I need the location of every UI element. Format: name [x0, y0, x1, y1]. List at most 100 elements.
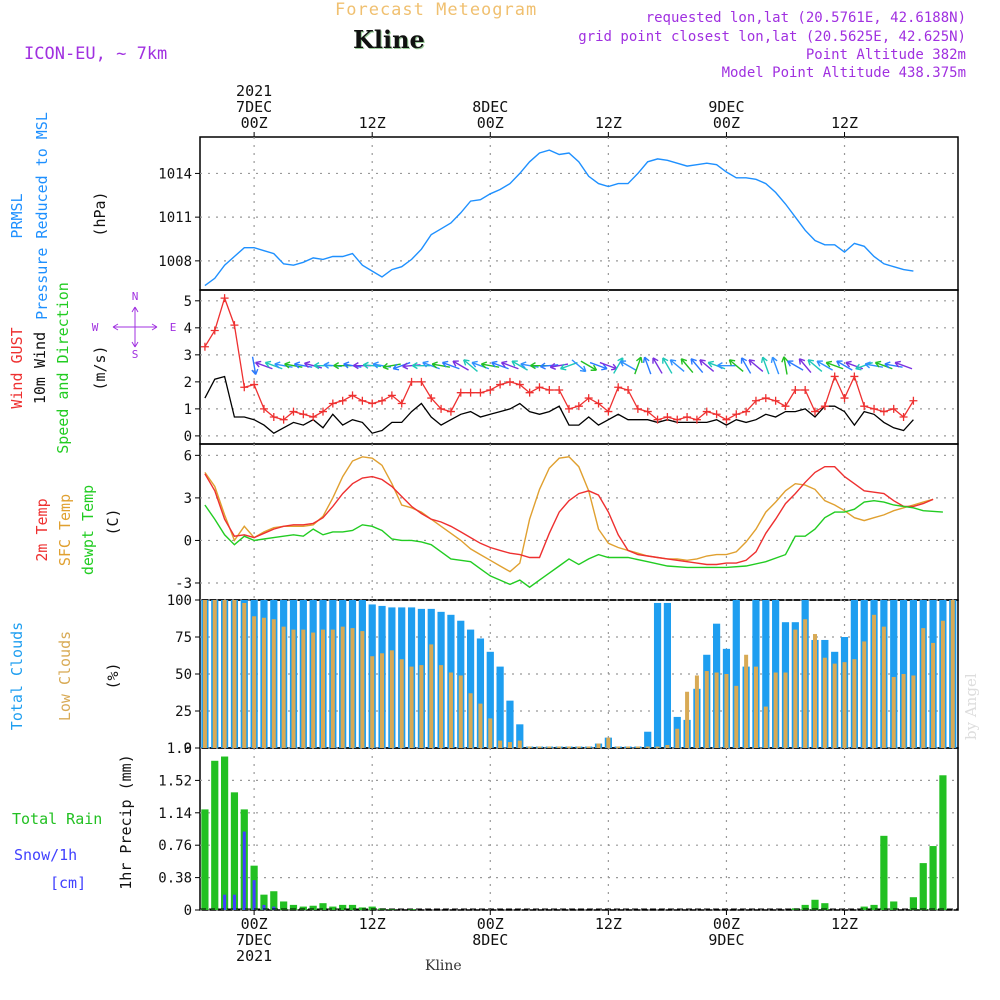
model-label: ICON-EU, ~ 7km	[24, 44, 168, 64]
low-cloud-bar	[734, 685, 739, 748]
gust-point	[279, 415, 288, 424]
snow-bar	[252, 880, 256, 910]
wind-arrow-shaft	[432, 363, 451, 368]
info-model-altitude: Model Point Altitude 438.375m	[721, 65, 966, 81]
gust-point	[624, 385, 633, 394]
wind-arrow-head	[740, 357, 748, 364]
wind-arrow-head	[549, 362, 556, 370]
gust-point	[269, 412, 278, 421]
low-cloud-bar	[576, 746, 581, 748]
bottom-time-label: 00Z	[713, 915, 740, 933]
wind-direction-arrow	[412, 362, 431, 370]
wind-arrow-head	[313, 362, 320, 370]
pressure-unit-label: (hPa)	[91, 191, 109, 236]
wind-arrow-head	[717, 362, 723, 370]
wind-direction-arrow	[539, 362, 559, 370]
top-time-label: 00Z	[241, 114, 268, 132]
wind-arrow-head	[441, 360, 449, 368]
wind-gust-label: Wind GUST	[8, 327, 26, 408]
bottom-time-label: 12Z	[359, 915, 386, 933]
wind-direction-arrow	[770, 356, 780, 375]
low-cloud-bar	[439, 665, 444, 748]
wind-arrow-shaft	[728, 359, 744, 372]
precip-axis-label: 1hr Precip (mm)	[117, 754, 135, 889]
wind-arrow-shaft	[884, 363, 903, 368]
wind-arrow-head	[781, 356, 789, 363]
sfc-temp-label: SFC Temp	[56, 494, 74, 566]
wind-arrow-shaft	[741, 357, 752, 374]
gust-point	[879, 407, 888, 416]
rain-bar	[407, 909, 416, 910]
wind-arrow-head	[392, 363, 400, 371]
rain-bar	[919, 863, 927, 910]
wind-arrow-head	[652, 357, 659, 364]
wind-arrow-shaft	[422, 361, 440, 370]
wind-direction-arrow	[634, 356, 643, 375]
wind-arrow-head	[559, 363, 567, 371]
wind-arrow-head	[707, 360, 715, 368]
rain-bar	[319, 903, 327, 910]
low-cloud-bar	[281, 626, 286, 748]
gust-point	[850, 372, 859, 381]
wind-arrow-head	[520, 361, 527, 369]
wind-arrow-head	[894, 360, 901, 368]
panel-frame-pressure	[199, 136, 959, 291]
low-cloud-bar	[694, 675, 699, 748]
wind-arrow-head	[254, 360, 262, 368]
wind-direction-arrow	[559, 361, 578, 371]
gust-point	[899, 412, 908, 421]
wind-arrow-head	[480, 361, 488, 369]
low-cloud-bar	[547, 746, 552, 748]
total-cloud-bar	[516, 724, 524, 748]
low-cloud-bar	[419, 665, 424, 748]
low-cloud-bar	[321, 629, 325, 748]
low-cloud-bar	[822, 657, 827, 748]
wind-arrow-shaft	[481, 363, 500, 368]
ytick-label: 1.14	[158, 806, 192, 822]
wind-direction-arrow	[760, 356, 770, 375]
wind-arrow-shaft	[662, 357, 673, 374]
gust-point	[535, 383, 544, 392]
low-cloud-bar	[744, 654, 749, 748]
low-cloud-bar	[340, 626, 345, 748]
low-cloud-bar	[507, 742, 512, 748]
wind-arrow-shaft	[748, 359, 764, 372]
gust-point	[466, 388, 475, 397]
low-cloud-bar	[675, 728, 680, 748]
rain-bar	[339, 904, 347, 910]
gust-point	[692, 415, 701, 424]
low-cloud-bar	[330, 629, 335, 748]
wind-direction-arrow	[894, 360, 913, 370]
wind-arrow-head	[816, 360, 823, 367]
gust-point	[407, 377, 416, 386]
gust-point	[358, 396, 367, 405]
rain-bar	[388, 909, 396, 910]
low-cloud-bar	[232, 600, 237, 748]
rain-bar	[939, 775, 947, 910]
low-cloud-bar	[242, 602, 247, 748]
low-cloud-bar	[517, 740, 522, 748]
wind-arrow-shaft	[520, 363, 539, 368]
wind-arrow-head	[500, 360, 508, 368]
ytick-label: 3	[184, 348, 192, 364]
gust-series-line	[204, 296, 914, 421]
gust-point	[909, 396, 918, 405]
low-cloud-bar	[842, 662, 847, 748]
low-cloud-bar	[616, 746, 621, 748]
wind-arrow-shaft	[560, 361, 578, 370]
wind-arrow-shaft	[619, 360, 637, 371]
gust-point	[545, 385, 554, 394]
low-cloud-bar	[704, 671, 709, 748]
wind-direction-arrow	[480, 361, 500, 369]
wind-arrow-shaft	[442, 361, 460, 370]
top-time-label: 9DEC	[708, 98, 744, 116]
gust-point	[309, 412, 318, 421]
temp-2m-label: 2m Temp	[33, 498, 51, 561]
wind-arrow-head	[274, 361, 281, 369]
gust-point	[348, 391, 357, 400]
info-requested: requested lon,lat (20.5761E, 42.6188N)	[645, 10, 966, 26]
gust-point	[801, 385, 810, 394]
gust-point	[594, 399, 603, 408]
low-cloud-bar	[389, 650, 394, 748]
